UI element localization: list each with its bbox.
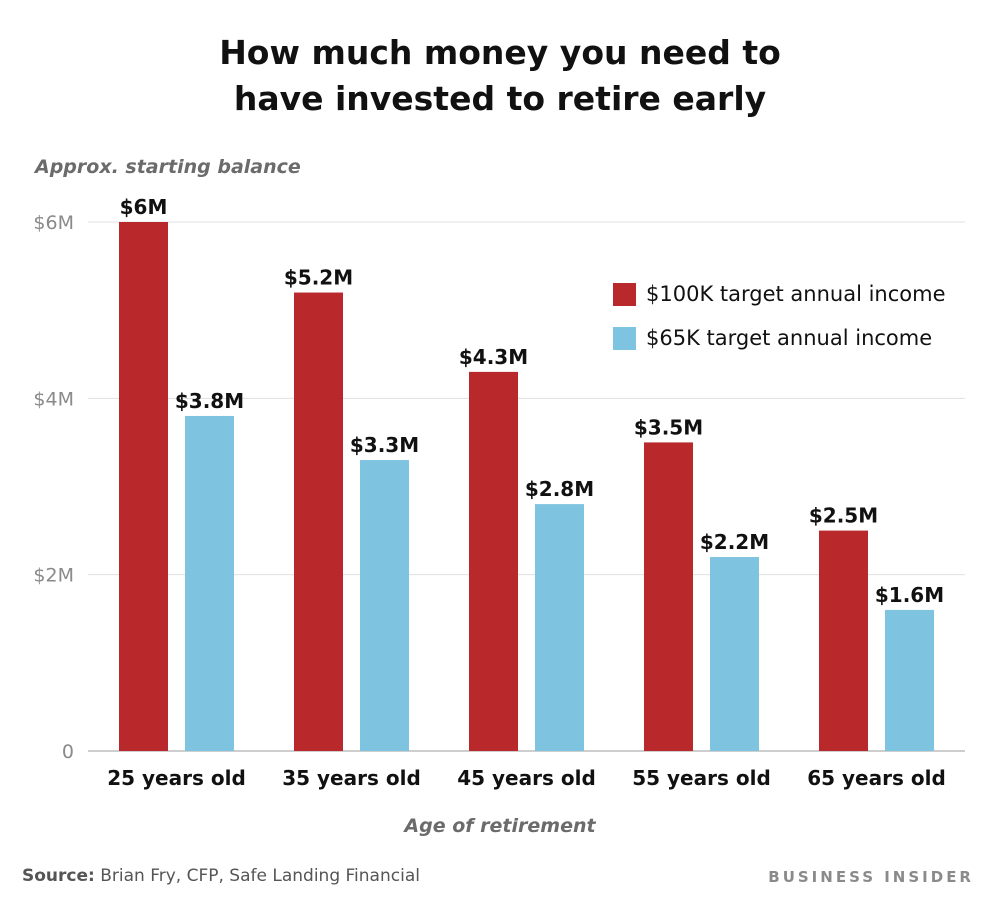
data-label: $6M [120,195,168,219]
bar-100k [469,371,518,751]
data-label: $2.5M [809,504,878,528]
bar-65k [360,460,409,751]
chart-title-line-1: How much money you need to [219,33,781,72]
data-label: $2.2M [700,530,769,554]
legend-swatch-100k [613,282,636,306]
bar-100k [644,442,693,751]
bar-100k [119,222,168,751]
bar-65k [185,415,234,751]
brand-logo: BUSINESS INSIDER [768,868,974,886]
data-label: $1.6M [875,583,944,607]
x-tick-label: 65 years old [807,766,946,790]
data-label: $3.3M [350,433,419,457]
legend-label-100k: $100K target annual income [646,282,946,306]
chart-title: How much money you need to have invested… [0,30,1000,122]
y-axis-label: Approx. starting balance [35,156,301,178]
legend: $100K target annual income $65K target a… [613,272,946,360]
y-tick-label: 0 [62,741,74,763]
x-tick-label: 45 years old [457,766,596,790]
bar-65k [710,557,759,751]
bar-65k [885,609,934,751]
legend-swatch-65k [613,326,636,350]
x-axis-label: Age of retirement [404,815,596,837]
x-tick-label: 35 years old [282,766,421,790]
x-tick-label: 25 years old [107,766,246,790]
data-label: $2.8M [525,477,594,501]
bar-100k [294,292,343,751]
y-tick-label: $4M [33,388,74,410]
bar-65k [535,504,584,751]
legend-label-65k: $65K target annual income [646,326,933,350]
data-label: $3.5M [634,415,703,439]
chart-title-line-2: have invested to retire early [233,79,767,118]
data-label: $3.8M [175,389,244,413]
legend-item-65k: $65K target annual income [613,316,946,360]
data-label: $4.3M [459,345,528,369]
source-note: Source: Brian Fry, CFP, Safe Landing Fin… [22,866,420,886]
source-text: Brian Fry, CFP, Safe Landing Financial [100,866,420,886]
y-tick-label: $2M [33,565,74,587]
data-label: $5.2M [284,266,353,290]
source-label: Source: [22,866,95,886]
x-tick-label: 55 years old [632,766,771,790]
y-tick-label: $6M [33,212,74,234]
bar-100k [819,530,868,751]
legend-item-100k: $100K target annual income [613,272,946,316]
